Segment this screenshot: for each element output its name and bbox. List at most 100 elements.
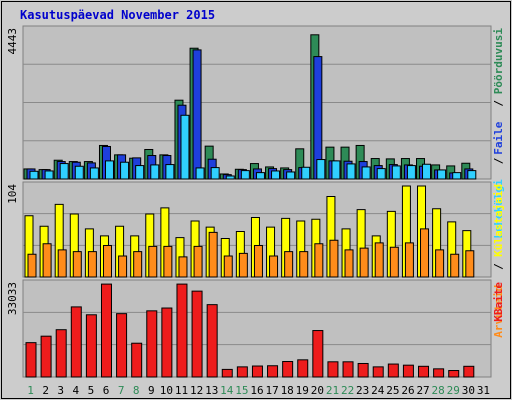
bar-lehek-lgi-day-21 <box>331 160 341 180</box>
series-arvuteid <box>27 228 475 278</box>
x-tick-label-17: 17 <box>265 384 278 397</box>
series-kbaite <box>25 283 475 378</box>
bar-lehek-lgi-day-9 <box>150 164 160 180</box>
bar-arvuteid-day-2 <box>42 243 52 278</box>
x-tick-label-7: 7 <box>118 384 125 397</box>
side-legend-label: KBaite <box>492 282 505 322</box>
bar-arvuteid-day-22 <box>344 249 354 278</box>
side-legend-label: Arvuteid <box>492 285 505 338</box>
bar-lehek-lgi-day-30 <box>467 170 477 180</box>
bar-arvuteid-day-6 <box>102 245 112 278</box>
bar-lehek-lgi-day-2 <box>44 170 54 180</box>
bar-arvuteid-day-1 <box>27 253 37 278</box>
bar-arvuteid-day-8 <box>133 251 143 278</box>
bar-lehek-lgi-day-17 <box>271 170 281 180</box>
panel-1-side-legend: Pöörduvusi / Faile / Lehekülgi <box>492 28 505 239</box>
bar-kbaite-day-24 <box>372 366 384 378</box>
panel-1-ymax-label: 4443 <box>6 28 19 55</box>
side-legend-separator: / <box>492 263 505 270</box>
bar-kbaite-day-3 <box>55 329 67 378</box>
bar-kbaite-day-14 <box>221 368 233 378</box>
x-tick-label-10: 10 <box>160 384 173 397</box>
x-tick-label-19: 19 <box>296 384 309 397</box>
bar-lehek-lgi-day-15 <box>240 170 250 180</box>
bar-kbaite-day-19 <box>297 359 309 378</box>
bar-kbaite-day-21 <box>327 361 339 378</box>
bar-arvuteid-day-30 <box>465 250 475 278</box>
bar-arvuteid-day-21 <box>329 239 339 278</box>
x-tick-label-1: 1 <box>27 384 34 397</box>
bar-arvuteid-day-7 <box>118 255 128 278</box>
bar-arvuteid-day-10 <box>163 245 173 278</box>
bar-lehek-lgi-day-13 <box>210 167 220 180</box>
bar-lehek-lgi-day-10 <box>165 164 175 180</box>
bar-arvuteid-day-26 <box>404 242 414 278</box>
x-tick-label-8: 8 <box>133 384 140 397</box>
bar-kbaite-day-27 <box>418 365 430 378</box>
x-tick-label-12: 12 <box>190 384 203 397</box>
bar-arvuteid-day-17 <box>269 255 279 278</box>
bar-arvuteid-day-27 <box>420 228 430 278</box>
bar-lehek-lgi-day-28 <box>437 169 447 180</box>
x-tick-label-21: 21 <box>326 384 339 397</box>
bar-lehek-lgi-day-24 <box>376 168 386 180</box>
bar-arvuteid-day-11 <box>178 256 188 278</box>
bar-arvuteid-day-19 <box>299 251 309 278</box>
bar-kbaite-day-16 <box>251 365 263 378</box>
panel-2-side-legend: Külastajaid / Arvuteid <box>492 184 505 338</box>
x-tick-label-11: 11 <box>175 384 188 397</box>
bar-kbaite-day-2 <box>40 335 52 378</box>
panel-3-ymax-label: 33033 <box>6 282 19 315</box>
side-legend-label: Pöörduvusi <box>492 28 505 95</box>
bar-faile-day-12 <box>192 49 202 180</box>
x-tick-label-15: 15 <box>235 384 248 397</box>
bar-arvuteid-day-18 <box>284 251 294 278</box>
bar-lehek-lgi-day-12 <box>195 167 205 180</box>
bar-arvuteid-day-4 <box>72 251 82 278</box>
x-tick-label-6: 6 <box>103 384 110 397</box>
bar-kbaite-day-25 <box>387 363 399 378</box>
panel-3-side-legend: KBaite <box>492 282 505 322</box>
bar-kbaite-day-6 <box>100 283 112 378</box>
bar-arvuteid-day-12 <box>193 245 203 278</box>
bar-lehek-lgi-day-26 <box>406 165 416 180</box>
bar-lehek-lgi-day-25 <box>391 165 401 180</box>
bar-kbaite-day-29 <box>448 370 460 378</box>
bar-arvuteid-day-13 <box>208 231 218 278</box>
bar-kbaite-day-26 <box>402 364 414 378</box>
bar-arvuteid-day-28 <box>435 249 445 278</box>
side-legend-label: Faile <box>492 121 505 154</box>
bar-kbaite-day-10 <box>161 307 173 378</box>
bar-kbaite-day-12 <box>191 290 203 378</box>
x-tick-label-29: 29 <box>447 384 460 397</box>
bar-lehek-lgi-day-27 <box>422 163 432 180</box>
x-tick-label-25: 25 <box>386 384 399 397</box>
bar-kbaite-day-7 <box>116 313 128 378</box>
x-tick-label-28: 28 <box>432 384 445 397</box>
bar-kbaite-day-28 <box>433 368 445 378</box>
side-legend-label: Külastajaid <box>492 184 505 257</box>
bar-kbaite-day-13 <box>206 304 218 378</box>
bar-kbaite-day-9 <box>146 310 158 378</box>
bar-kbaite-day-30 <box>463 365 475 378</box>
bar-kbaite-day-15 <box>236 366 248 378</box>
bar-lehek-lgi-day-11 <box>180 114 190 180</box>
bar-kbaite-day-23 <box>357 362 369 378</box>
bar-arvuteid-day-25 <box>389 246 399 278</box>
bar-lehek-lgi-day-1 <box>29 170 39 180</box>
bar-kbaite-day-17 <box>267 365 279 378</box>
x-tick-label-31: 31 <box>477 384 490 397</box>
bar-kbaite-day-11 <box>176 283 188 378</box>
bar-lehek-lgi-day-6 <box>104 160 114 180</box>
bar-lehek-lgi-day-16 <box>255 172 265 180</box>
side-legend-separator: / <box>492 157 505 164</box>
x-tick-label-9: 9 <box>148 384 155 397</box>
x-tick-label-14: 14 <box>220 384 234 397</box>
bar-arvuteid-day-3 <box>57 249 67 278</box>
bar-arvuteid-day-9 <box>148 245 158 278</box>
x-tick-label-18: 18 <box>281 384 294 397</box>
x-tick-label-20: 20 <box>311 384 324 397</box>
bar-arvuteid-day-14 <box>223 255 233 278</box>
